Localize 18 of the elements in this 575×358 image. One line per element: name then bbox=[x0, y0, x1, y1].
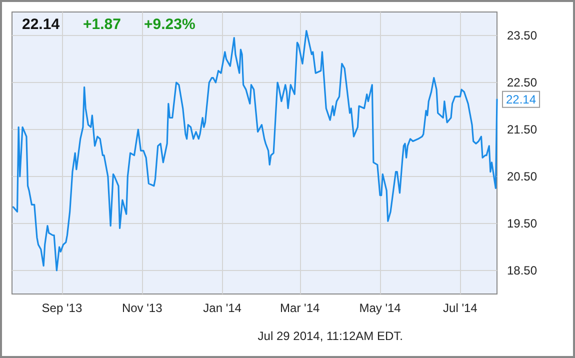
y-tick-label: 22.50 bbox=[507, 76, 538, 90]
x-tick-label: Sep '13 bbox=[42, 301, 82, 315]
x-tick-label: Mar '14 bbox=[280, 301, 320, 315]
x-tick-label: Nov '13 bbox=[122, 301, 163, 315]
line-series bbox=[12, 30, 498, 272]
y-tick-label: 20.50 bbox=[507, 170, 538, 184]
annotation: +1.87 bbox=[83, 16, 121, 33]
x-tick-label: Jul '14 bbox=[443, 301, 478, 315]
y-tick-label: 23.50 bbox=[507, 28, 538, 42]
y-tick-label: 19.50 bbox=[507, 216, 538, 230]
x-tick-label: Jan '14 bbox=[203, 301, 242, 315]
annotation: 22.14 bbox=[506, 92, 536, 106]
annotation: +9.23% bbox=[144, 16, 196, 33]
text: Jul 29 2014, 11:12AM EDT. bbox=[258, 329, 404, 343]
y-tick-label: 18.50 bbox=[507, 264, 538, 278]
x-tick-label: May '14 bbox=[359, 301, 402, 315]
annotation: 22.14 bbox=[22, 16, 60, 33]
y-tick-label: 21.50 bbox=[507, 122, 538, 136]
